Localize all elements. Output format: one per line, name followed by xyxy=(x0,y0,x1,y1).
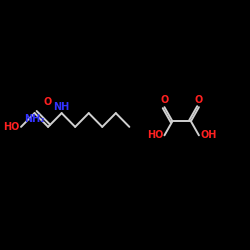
Text: HO: HO xyxy=(147,130,163,140)
Text: HO: HO xyxy=(4,122,20,132)
Text: OH: OH xyxy=(200,130,216,140)
Text: O: O xyxy=(195,95,203,105)
Text: NH: NH xyxy=(54,102,70,112)
Text: O: O xyxy=(44,98,52,108)
Text: O: O xyxy=(160,95,168,105)
Text: NH₂: NH₂ xyxy=(24,114,45,124)
